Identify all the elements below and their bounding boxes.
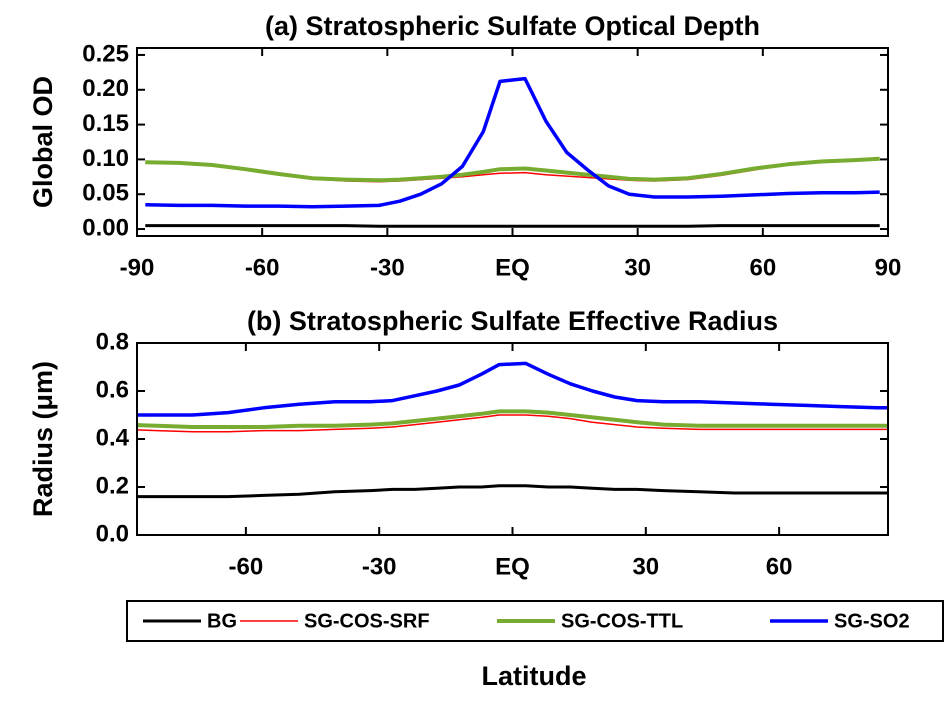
x-tick-label: -30: [362, 553, 397, 580]
x-tick-label: -90: [120, 254, 155, 281]
x-tick-label: -60: [245, 254, 280, 281]
x-tick-label: 90: [875, 254, 902, 281]
x-tick-label: 30: [632, 553, 659, 580]
x-tick-label: 30: [624, 254, 651, 281]
x-tick-label: EQ: [495, 254, 530, 281]
chart-title: (a) Stratospheric Sulfate Optical Depth: [265, 11, 760, 41]
legend-label: BG: [207, 610, 237, 632]
series-line: [145, 156, 880, 183]
legend-label: SG-SO2: [834, 610, 910, 632]
y-tick-label: 0.20: [82, 75, 129, 102]
y-tick-label: 0.6: [96, 376, 129, 403]
y-tick-label: 0.25: [82, 40, 129, 67]
series-line: [145, 76, 880, 209]
y-tick-label: 0.2: [96, 472, 129, 499]
y-tick-label: 0.00: [82, 214, 129, 241]
series-line: [137, 484, 888, 499]
axes-box: [136, 47, 889, 237]
x-axis-label: Latitude: [482, 661, 587, 691]
y-tick-label: 0.10: [82, 145, 129, 172]
legend-label: SG-COS-TTL: [561, 610, 683, 632]
y-axis-label: Global OD: [28, 76, 58, 208]
plot-area: [145, 76, 880, 228]
series-line: [145, 224, 880, 228]
plot-area: [137, 361, 888, 499]
y-tick-label: 0.05: [82, 180, 129, 207]
y-axis-label: Radius (μm): [28, 361, 58, 517]
x-tick-label: 60: [749, 254, 776, 281]
x-tick-label: 60: [766, 553, 793, 580]
y-tick-label: 0.15: [82, 110, 129, 137]
legend-label: SG-COS-SRF: [304, 610, 430, 632]
x-tick-label: EQ: [495, 553, 530, 580]
series-line: [137, 414, 888, 433]
series-line: [137, 361, 888, 417]
y-tick-label: 0.0: [96, 520, 129, 547]
y-tick-label: 0.4: [96, 424, 130, 451]
y-tick-label: 0.8: [96, 328, 129, 355]
chart-title: (b) Stratospheric Sulfate Effective Radi…: [247, 306, 778, 336]
x-tick-label: -30: [370, 254, 405, 281]
axes-box: [136, 342, 889, 536]
x-tick-label: -60: [229, 553, 264, 580]
series-line: [137, 409, 888, 429]
